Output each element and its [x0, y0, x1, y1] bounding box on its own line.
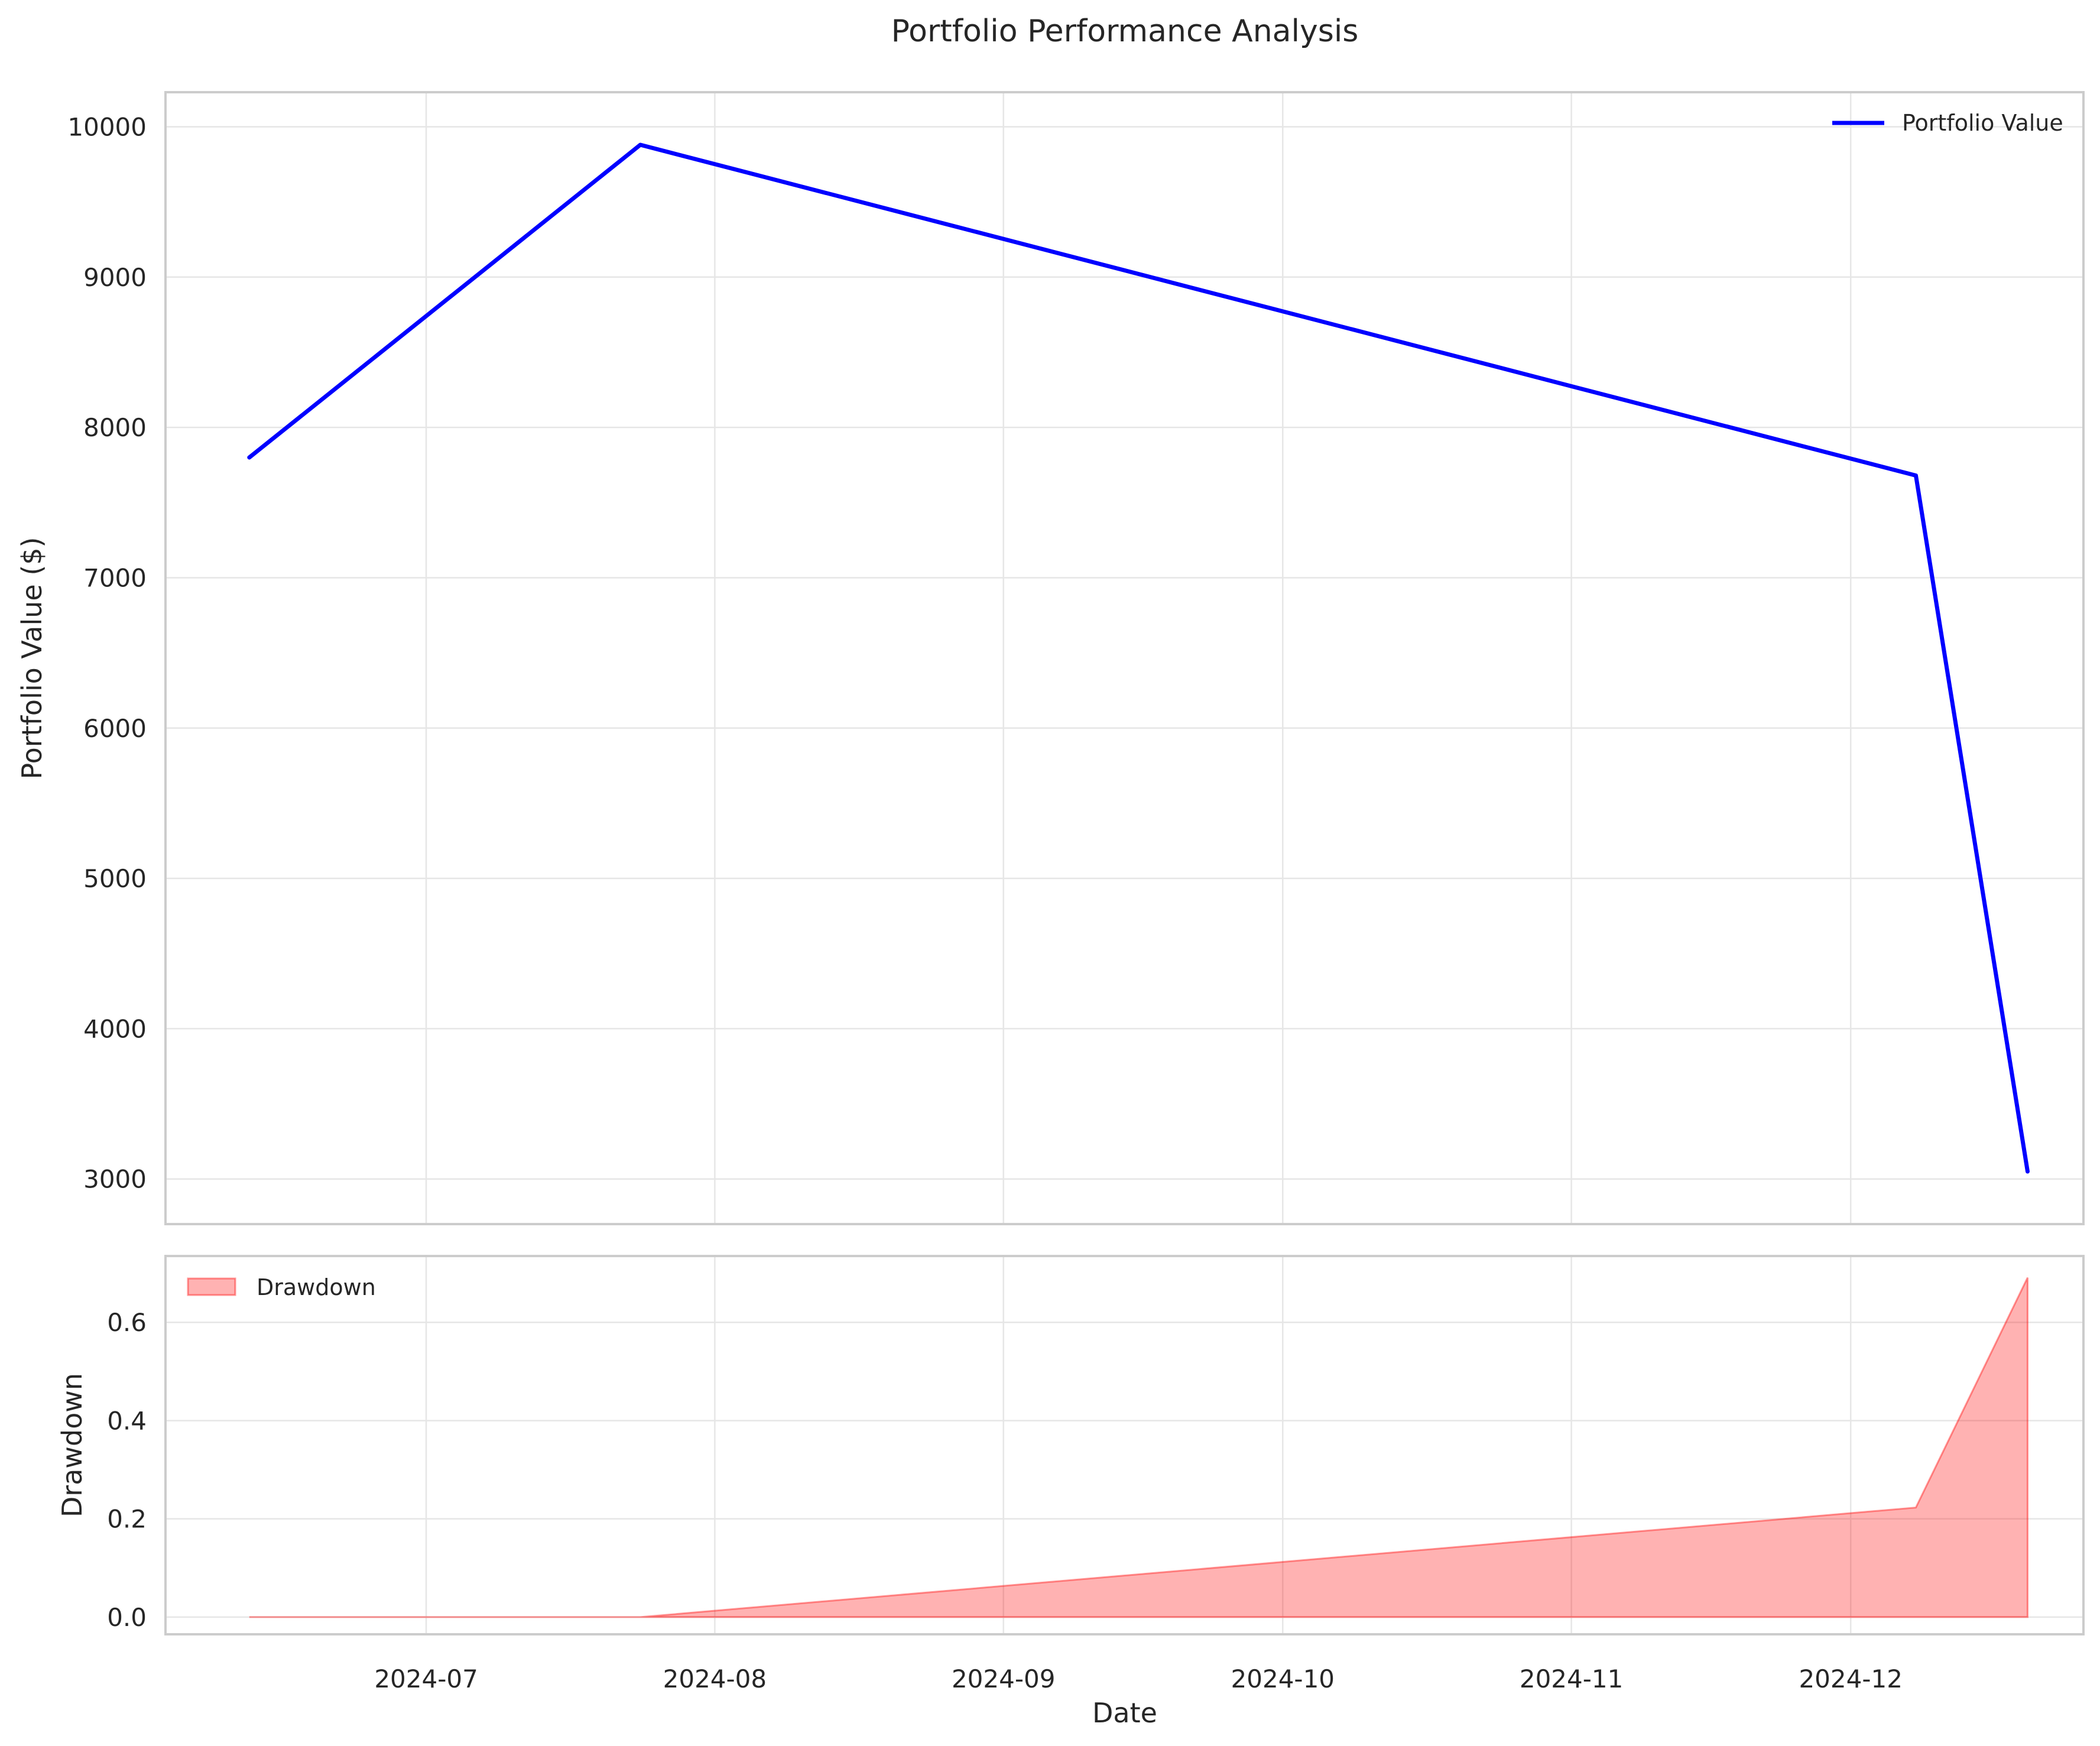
chart-title: Portfolio Performance Analysis: [891, 14, 1359, 49]
drawdown-panel: 0.0 0.2 0.4 0.6 Drawdown Drawdown 2024-07 2024-…: [56, 1255, 2085, 1693]
portfolio-value-line: [247, 142, 2030, 1174]
y-tick-label: 5000: [83, 864, 147, 893]
y-tick-label: 0.0: [107, 1603, 147, 1632]
y-axis-label: Portfolio Value ($): [16, 537, 48, 780]
y-tick-label: 0.6: [107, 1308, 147, 1337]
x-tick-label: 2024-08: [663, 1664, 767, 1693]
axes-frame: [164, 91, 2085, 1225]
y-tick-label: 9000: [83, 263, 147, 292]
legend-area-swatch: [187, 1277, 236, 1296]
y-axis-label: Drawdown: [56, 1373, 88, 1517]
x-tick-label: 2024-11: [1520, 1664, 1624, 1693]
x-tick-label: 2024-09: [952, 1664, 1056, 1693]
y-tick-label: 0.2: [107, 1505, 147, 1534]
y-tick-label: 6000: [83, 714, 147, 743]
portfolio-value-panel: 3000 4000 5000 6000 7000 8000 9000 10000 Portfol…: [16, 91, 2085, 1225]
x-tick-label: 2024-10: [1231, 1664, 1335, 1693]
x-tick-label: 2024-07: [374, 1664, 478, 1693]
legend-label: Portfolio Value: [1902, 110, 2063, 136]
legend-label: Drawdown: [257, 1274, 376, 1300]
y-tick-label: 8000: [83, 413, 147, 442]
x-axis-label: Date: [1092, 1697, 1157, 1729]
y-tick-label: 10000: [67, 112, 147, 141]
x-tick-label: 2024-12: [1799, 1664, 1903, 1693]
y-tick-label: 3000: [83, 1165, 147, 1194]
y-tick-label: 7000: [83, 563, 147, 592]
axes-frame: [164, 1255, 2085, 1635]
drawdown-area: [249, 1277, 2028, 1618]
y-tick-label: 0.4: [107, 1406, 147, 1435]
y-tick-label: 4000: [83, 1014, 147, 1043]
